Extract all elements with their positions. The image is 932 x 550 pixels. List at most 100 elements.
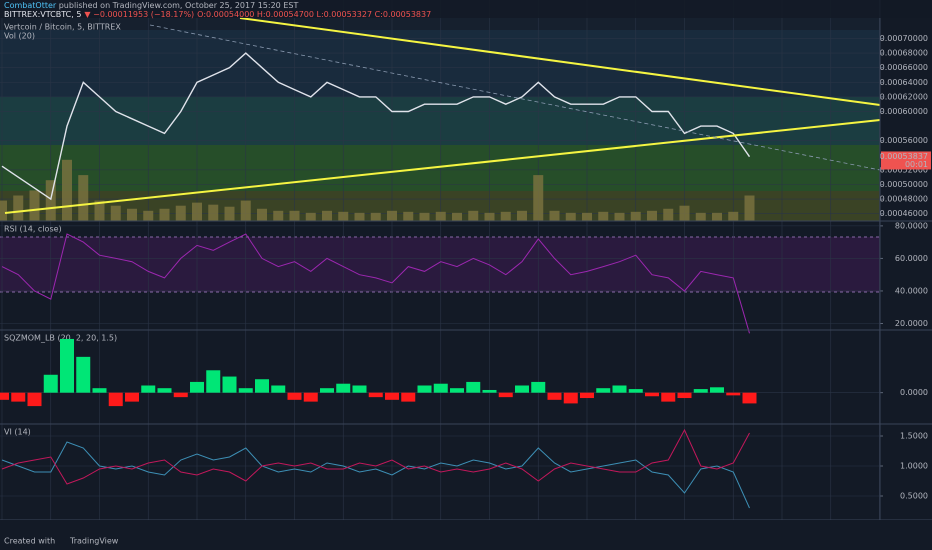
volume-bar <box>419 212 430 221</box>
pane-title: VI (14) <box>4 428 31 437</box>
volume-bar <box>500 211 511 221</box>
momentum-bar <box>498 392 513 398</box>
rsi-band <box>0 237 880 292</box>
momentum-bar <box>628 389 643 393</box>
y-tick-label: 0.00068000 <box>880 49 928 58</box>
momentum-bar <box>450 388 464 393</box>
volume-bar <box>354 212 365 221</box>
series-line <box>1 52 751 201</box>
momentum-bar <box>238 388 253 393</box>
momentum-bar <box>0 392 9 400</box>
y-tick-label: 20.0000 <box>895 319 928 328</box>
volume-bar <box>712 212 722 221</box>
volume-bar <box>110 205 121 221</box>
symbol-line: BITTREX:VTCBTC, 5 ▼ −0.00011953 (−18.17%)… <box>4 10 431 19</box>
volume-bar <box>517 210 527 221</box>
header-bg <box>0 0 932 18</box>
trendline <box>4 119 881 214</box>
momentum-bar <box>108 392 123 407</box>
volume-bar <box>484 212 495 221</box>
momentum-bar <box>255 379 269 393</box>
momentum-bar <box>433 383 448 393</box>
volume-bar <box>322 210 332 221</box>
volume-bar <box>582 212 592 221</box>
momentum-bar <box>76 356 91 393</box>
pane-title: RSI (14, close) <box>4 225 62 234</box>
volume-bar <box>0 200 7 221</box>
momentum-bar <box>596 388 611 393</box>
momentum-bar <box>27 392 42 407</box>
y-tick-label: 1.5000 <box>900 432 928 441</box>
pane-subtitle: Vol (20) <box>4 32 35 41</box>
volume-bar <box>468 210 479 221</box>
volume-bar <box>159 208 170 221</box>
volume-bar <box>614 212 625 221</box>
momentum-bar <box>287 392 302 400</box>
y-tick-label: 0.00056000 <box>880 136 928 145</box>
volume-bar <box>224 206 235 221</box>
momentum-bar <box>206 370 221 393</box>
published: published on TradingView.com, October 25… <box>56 1 298 10</box>
symbol: BITTREX:VTCBTC, 5 <box>4 10 81 19</box>
momentum-bar <box>710 387 724 393</box>
volume-bar <box>695 212 706 221</box>
momentum-bar <box>43 374 58 393</box>
momentum-bar <box>141 385 156 393</box>
y-tick-label: 60.0000 <box>895 254 928 263</box>
volume-bar <box>45 180 56 221</box>
y-tick-label: 0.00064000 <box>880 78 928 87</box>
y-tick-label: 0.00060000 <box>880 107 928 116</box>
volume-bar <box>29 190 40 221</box>
y-tick-label: 80.0000 <box>895 221 928 230</box>
y-tick-label: 0.00066000 <box>880 63 928 72</box>
pane-title: SQZMOM_LB (20, 2, 20, 1.5) <box>4 334 117 343</box>
momentum-bar <box>222 376 237 393</box>
momentum-bar <box>125 392 139 402</box>
volume-bar <box>549 210 560 221</box>
momentum-bar <box>612 385 627 393</box>
momentum-bar <box>336 383 351 393</box>
header-line: CombatOtter published on TradingView.com… <box>4 1 298 10</box>
y-tick-label: 40.0000 <box>895 286 928 295</box>
price-tag-label: 0.00053837 <box>880 152 928 161</box>
y-tick-label: 0.5000 <box>900 492 928 501</box>
volume-bar <box>240 200 251 221</box>
y-tick-label: 0.00052000 <box>880 165 928 174</box>
volume-bar <box>143 210 154 221</box>
volume-bar <box>630 211 641 221</box>
volume-bar <box>289 210 300 221</box>
momentum-bar <box>190 381 204 393</box>
volume-bar <box>679 205 690 221</box>
momentum-bar <box>417 385 432 393</box>
volume-bar <box>273 210 284 221</box>
footer-bg <box>0 520 932 550</box>
series-line <box>1 441 750 509</box>
series-line <box>1 428 750 485</box>
y-tick-label: 0.00048000 <box>880 195 928 204</box>
momentum-bar <box>157 388 172 393</box>
momentum-bar <box>693 389 708 393</box>
momentum-bar <box>320 388 334 393</box>
y-tick-label: 0.00046000 <box>880 209 928 218</box>
volume-bar <box>565 212 576 221</box>
momentum-bar <box>385 392 399 400</box>
volume-bar <box>257 208 267 221</box>
momentum-bar <box>466 381 481 393</box>
volume-bar <box>127 208 137 221</box>
volume-bar <box>175 205 186 221</box>
momentum-bar <box>645 392 659 397</box>
y-tick-label: 0.00070000 <box>880 34 928 43</box>
volume-bar <box>192 202 202 221</box>
momentum-bar <box>303 392 318 402</box>
volume-bar <box>452 212 462 221</box>
volume-bar <box>663 208 674 221</box>
momentum-bar <box>726 392 741 396</box>
volume-bar <box>13 195 24 221</box>
y-tick-label: 0.00050000 <box>880 180 928 189</box>
zone-band <box>0 145 880 191</box>
momentum-bar <box>661 392 676 402</box>
momentum-bar <box>92 388 107 393</box>
change: ▼ −0.00011953 (−18.17%) <box>84 10 194 19</box>
